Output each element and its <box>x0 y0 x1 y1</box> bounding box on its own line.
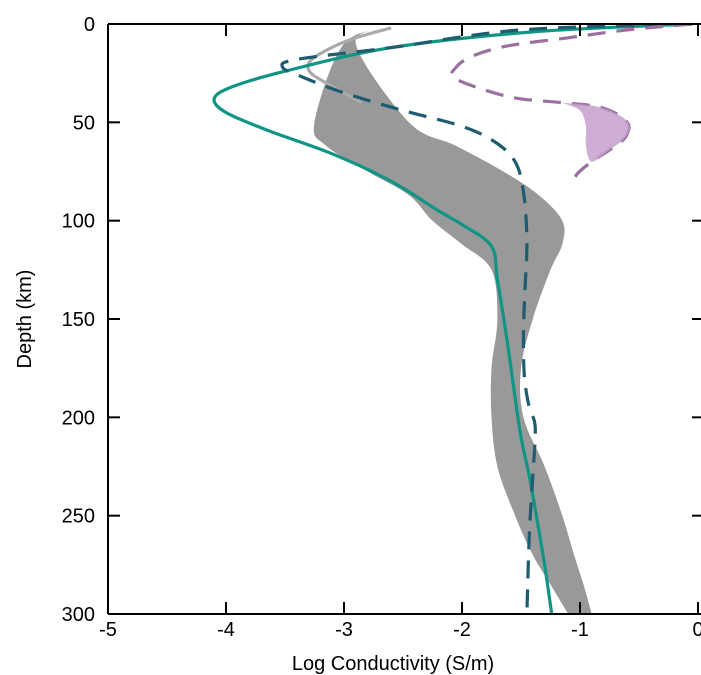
series-line-3 <box>280 24 693 614</box>
x-tick-label: -3 <box>335 619 353 641</box>
y-tick-label: 300 <box>62 604 95 626</box>
y-axis-title: Depth (km) <box>14 270 36 369</box>
series-fill-6 <box>562 102 630 162</box>
series-line-2 <box>212 24 693 614</box>
y-tick-label: 150 <box>62 309 95 331</box>
x-axis-title: Log Conductivity (S/m) <box>292 653 494 675</box>
y-tick-label: 100 <box>62 211 95 233</box>
y-tick-label: 50 <box>73 112 95 134</box>
axes-layer <box>107 23 701 615</box>
x-tick-label: 0 <box>692 619 701 641</box>
x-tick-label: -2 <box>453 619 471 641</box>
x-tick-label: -5 <box>99 619 117 641</box>
series-line-4 <box>449 24 693 128</box>
y-tick-label: 200 <box>62 407 95 429</box>
labels-layer: -5 -4 -3 -2 -1 0 0 50 100 150 200 250 300 Log Conduct… <box>14 14 701 675</box>
x-tick-label: -4 <box>217 619 235 641</box>
series-band-0 <box>313 27 592 614</box>
series-layer <box>212 24 693 614</box>
x-tick-label: -1 <box>571 619 589 641</box>
y-tick-label: 250 <box>62 506 95 528</box>
y-tick-label: 0 <box>84 14 95 36</box>
